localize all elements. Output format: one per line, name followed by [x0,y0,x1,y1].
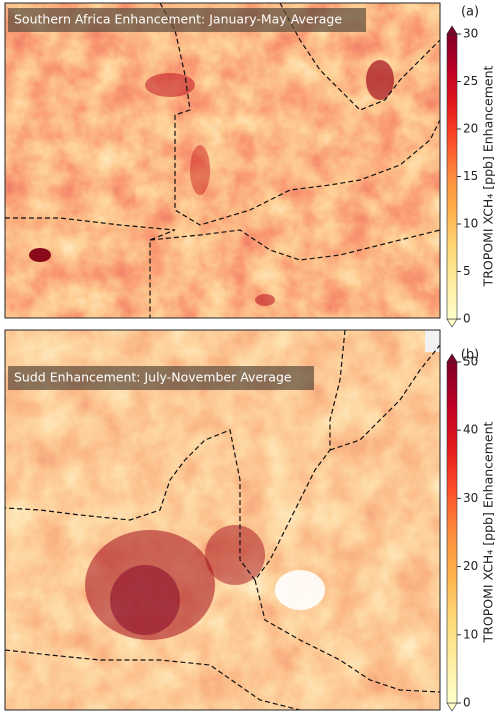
colorbar-tick-label: 30 [463,27,478,41]
colorbar-label: TROPOMI XCH₄ [ppb] Enhancement [481,65,496,287]
colorbar-tick-label: 40 [463,423,478,437]
colorbar-tick-label: 50 [463,355,478,369]
panel-title: Sudd Enhancement: July-November Average [14,370,292,385]
colorbar-tick-label: 25 [463,74,478,88]
colorbar-tick-label: 5 [463,264,471,278]
map-b: Sudd Enhancement: July-November Average [4,329,441,711]
colorbar-extend-min [446,702,458,712]
colorbar-label: TROPOMI XCH₄ [ppb] Enhancement [481,421,496,643]
colorbar-tick-label: 0 [463,312,471,326]
colorbar [446,33,458,320]
colorbar-tick-label: 10 [463,217,478,231]
colorbar-tick-label: 30 [463,491,478,505]
colorbar-extend-min [446,318,458,328]
panel-label: (a) [461,5,479,20]
colorbar [446,361,458,704]
colorbar-tick-label: 20 [463,122,478,136]
panel-title: Southern Africa Enhancement: January-May… [14,12,342,27]
colorbar-tick-label: 15 [463,169,478,183]
colorbar-tick-label: 10 [463,627,478,641]
colorbar-tick-label: 0 [463,696,471,710]
panel-label: (b) [461,348,479,363]
map-a: Southern Africa Enhancement: January-May… [4,2,441,319]
colorbar-tick-label: 20 [463,559,478,573]
colorbar-extend-max [446,353,458,363]
colorbar-extend-max [446,25,458,35]
